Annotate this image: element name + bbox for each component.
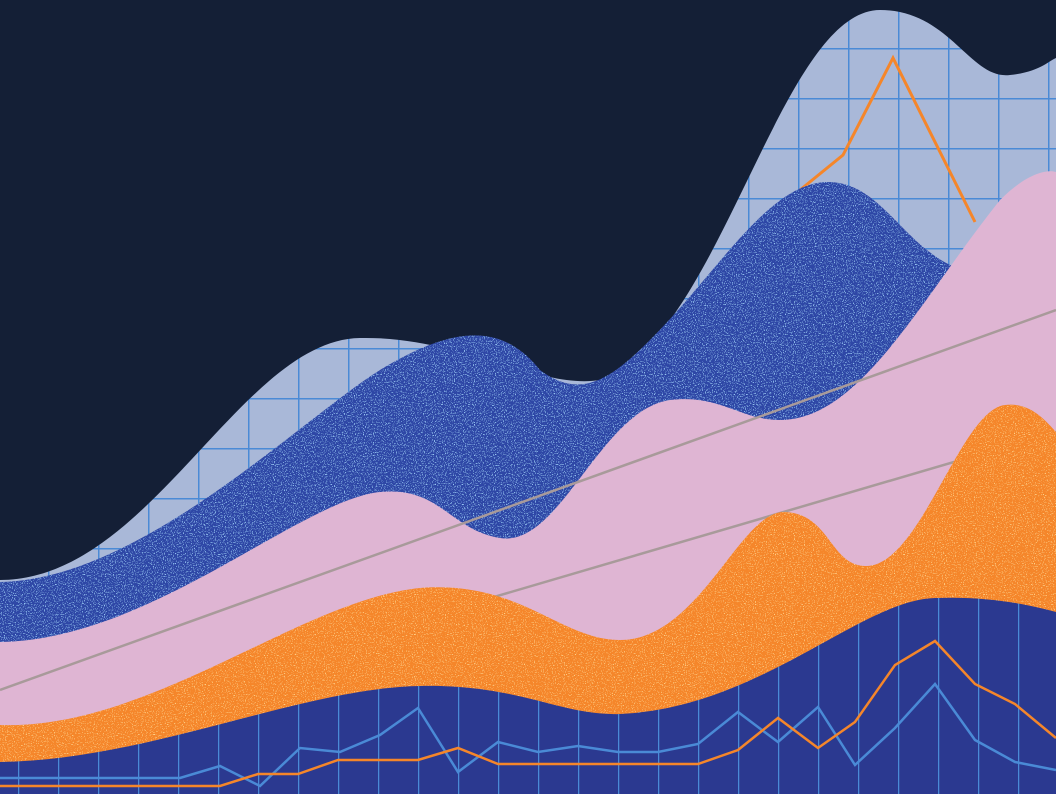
orange-line [0, 639, 1056, 788]
grey-trend-line [0, 308, 1056, 692]
grid-base-wave [0, 597, 1056, 794]
blue-line [0, 682, 1056, 788]
orange-peak-line [799, 54, 977, 223]
